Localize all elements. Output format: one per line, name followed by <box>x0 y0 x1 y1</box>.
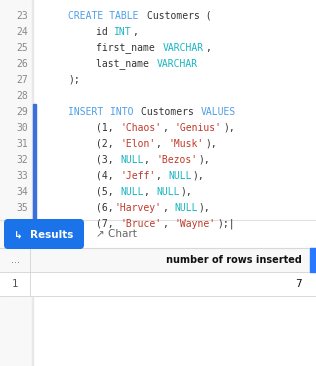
Text: 29: 29 <box>16 107 28 117</box>
Text: ,: , <box>162 203 174 213</box>
Bar <box>310 248 316 272</box>
Text: ,: , <box>144 187 156 197</box>
Text: 'Musk': 'Musk' <box>169 139 204 149</box>
Bar <box>32 0 33 366</box>
Text: 32: 32 <box>16 155 28 165</box>
Text: 'Bezos': 'Bezos' <box>156 155 198 165</box>
Text: ...: ... <box>10 255 20 265</box>
Text: (7,: (7, <box>96 219 119 229</box>
Bar <box>0 0 32 366</box>
Text: (2,: (2, <box>96 139 119 149</box>
Text: (3,: (3, <box>96 155 119 165</box>
Text: NULL: NULL <box>175 203 198 213</box>
Text: Customers: Customers <box>141 107 199 117</box>
Bar <box>33 200 36 216</box>
Text: (1,: (1, <box>96 123 119 133</box>
Text: Customers (: Customers ( <box>147 11 211 21</box>
Text: id: id <box>96 27 114 37</box>
Text: ,: , <box>156 139 168 149</box>
Text: first_name: first_name <box>96 42 161 53</box>
Text: ,: , <box>156 171 168 181</box>
Text: INSERT: INSERT <box>68 107 109 117</box>
Text: 26: 26 <box>16 59 28 69</box>
Text: 'Elon': 'Elon' <box>120 139 155 149</box>
Text: 37: 37 <box>16 235 28 245</box>
Text: 30: 30 <box>16 123 28 133</box>
Text: ),: ), <box>223 123 235 133</box>
Text: last_name: last_name <box>96 59 155 70</box>
Text: (6,: (6, <box>96 203 114 213</box>
Text: ),: ), <box>181 187 192 197</box>
Bar <box>0 272 316 296</box>
Bar <box>33 104 36 120</box>
Text: ),: ), <box>193 171 204 181</box>
Text: 'Harvey': 'Harvey' <box>114 203 161 213</box>
Text: 23: 23 <box>16 11 28 21</box>
Text: 33: 33 <box>16 171 28 181</box>
Bar <box>33 216 36 232</box>
Text: CREATE TABLE: CREATE TABLE <box>68 11 144 21</box>
Text: NULL: NULL <box>120 187 144 197</box>
Text: 31: 31 <box>16 139 28 149</box>
Text: ,: , <box>205 43 211 53</box>
Text: ↳  Results: ↳ Results <box>14 229 74 239</box>
Text: );: ); <box>68 75 80 85</box>
Bar <box>0 248 316 272</box>
Text: VALUES: VALUES <box>201 107 236 117</box>
Text: ↗ Chart: ↗ Chart <box>96 229 137 239</box>
Bar <box>33 152 36 168</box>
Bar <box>33 120 36 136</box>
Text: ,: , <box>132 27 138 37</box>
Text: 25: 25 <box>16 43 28 53</box>
Text: (5,: (5, <box>96 187 119 197</box>
Text: 27: 27 <box>16 75 28 85</box>
Text: ,: , <box>162 123 174 133</box>
FancyBboxPatch shape <box>4 219 84 249</box>
Text: 28: 28 <box>16 91 28 101</box>
Text: 1: 1 <box>12 279 18 289</box>
Text: ),: ), <box>205 139 217 149</box>
Text: 'Jeff': 'Jeff' <box>120 171 155 181</box>
Text: 'Bruce': 'Bruce' <box>120 219 161 229</box>
Bar <box>33 184 36 200</box>
Text: NULL: NULL <box>120 155 144 165</box>
Text: ,: , <box>162 219 174 229</box>
Text: 'Wayne': 'Wayne' <box>175 219 216 229</box>
Text: ,: , <box>144 155 156 165</box>
Bar <box>33 168 36 184</box>
Text: 'Chaos': 'Chaos' <box>120 123 161 133</box>
Text: NULL: NULL <box>156 187 180 197</box>
Text: 'Genius': 'Genius' <box>175 123 222 133</box>
Text: ),: ), <box>199 155 210 165</box>
Bar <box>33 136 36 152</box>
Text: NULL: NULL <box>169 171 192 181</box>
Text: INT: INT <box>114 27 132 37</box>
Text: 7: 7 <box>295 279 302 289</box>
Text: 35: 35 <box>16 203 28 213</box>
Text: 24: 24 <box>16 27 28 37</box>
Text: 34: 34 <box>16 187 28 197</box>
Text: INTO: INTO <box>110 107 140 117</box>
Text: VARCHAR: VARCHAR <box>162 43 204 53</box>
Text: VARCHAR: VARCHAR <box>156 59 198 69</box>
Text: 36: 36 <box>16 219 28 229</box>
Text: number of rows inserted: number of rows inserted <box>166 255 302 265</box>
Text: ),: ), <box>199 203 210 213</box>
Text: );|: );| <box>217 219 234 229</box>
Text: (4,: (4, <box>96 171 119 181</box>
